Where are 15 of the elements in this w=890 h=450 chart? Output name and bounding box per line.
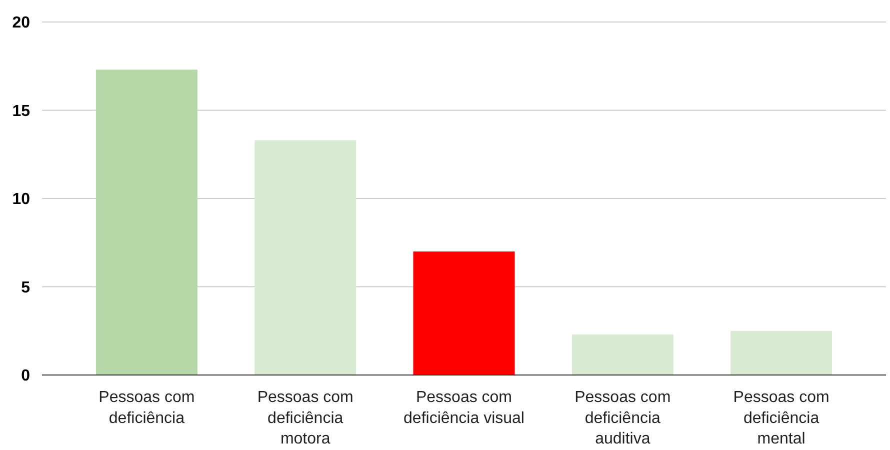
x-tick-label: Pessoas com deficiência motora bbox=[257, 389, 354, 448]
y-tick-label: 0 bbox=[21, 368, 30, 385]
x-tick-label: Pessoas com deficiência bbox=[98, 389, 195, 427]
x-tick-label: Pessoas com deficiência auditiva bbox=[574, 389, 671, 448]
x-tick-label: Pessoas com deficiência visual bbox=[404, 389, 524, 427]
y-tick-label: 10 bbox=[12, 191, 30, 208]
bar bbox=[254, 140, 356, 375]
bar bbox=[96, 70, 198, 375]
y-tick-label: 15 bbox=[12, 102, 30, 120]
bar bbox=[572, 334, 674, 375]
y-tick-label: 20 bbox=[12, 14, 30, 32]
bar bbox=[730, 330, 832, 375]
y-tick-label: 5 bbox=[21, 279, 30, 296]
x-tick-label: Pessoas com deficiência mental bbox=[733, 389, 830, 448]
bar bbox=[413, 251, 515, 375]
